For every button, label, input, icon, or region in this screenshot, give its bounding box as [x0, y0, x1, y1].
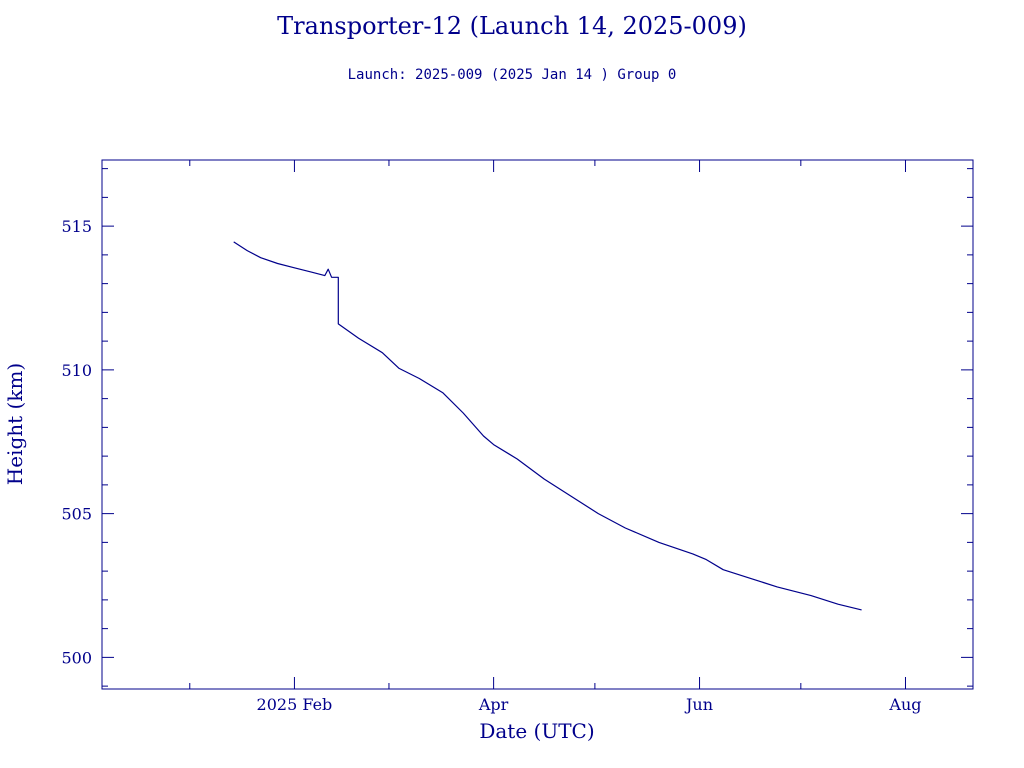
tick-labels: 500 505 510 515 2025 Feb Apr Jun Aug: [61, 217, 921, 714]
x-tick-label: Aug: [888, 695, 921, 714]
y-tick-label: 515: [61, 217, 92, 236]
plot-frame: [101, 159, 974, 690]
y-tick-label: 500: [61, 648, 92, 667]
chart-subtitle: Launch: 2025-009 (2025 Jan 14 ) Group 0: [347, 67, 677, 83]
x-tick-label: Apr: [478, 695, 509, 714]
chart-title: Transporter-12 (Launch 14, 2025-009): [277, 12, 747, 40]
x-tick-label: Jun: [684, 695, 713, 714]
major-ticks: [102, 160, 973, 689]
y-tick-label: 510: [61, 361, 92, 380]
y-tick-label: 505: [61, 505, 92, 524]
x-axis-label: Date (UTC): [479, 719, 594, 743]
y-axis-label: Height (km): [3, 363, 27, 485]
x-tick-label: 2025 Feb: [257, 695, 333, 714]
height-series-line: [233, 241, 862, 611]
minor-ticks: [102, 160, 973, 689]
